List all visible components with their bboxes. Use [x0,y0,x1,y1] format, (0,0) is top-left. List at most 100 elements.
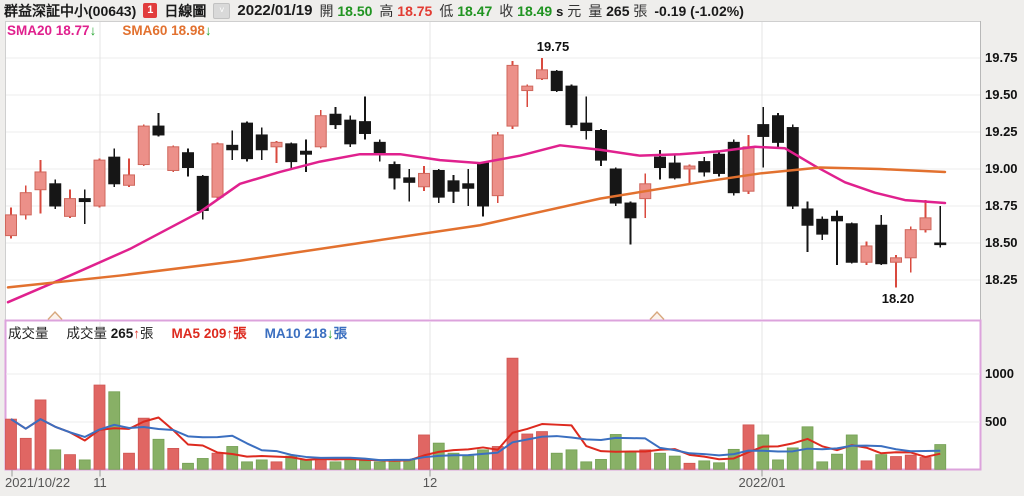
date-axis-label: 2022/01 [738,475,786,490]
candle-body [34,171,47,191]
date-axis-label: 12 [422,475,438,490]
candle-body [536,69,548,80]
volume-bar [580,461,593,470]
price-annotation: 19.75 [536,39,570,54]
price-axis-label: 19.00 [985,161,1018,176]
volume-trend-arrow-icon: ↑ [133,326,141,341]
candle-body [786,127,799,207]
volume-bar [934,444,947,470]
candle-body [727,141,740,194]
volume-bar [816,461,829,470]
price-axis-label: 19.75 [985,50,1018,65]
candle-body [270,141,283,148]
volume-bar [860,460,873,470]
volume-bar [447,452,460,470]
candle-body [5,214,17,237]
event-marker-icon [47,310,63,320]
volume-bar [595,459,607,470]
candle-body [609,168,622,204]
price-axis-label: 19.25 [985,124,1018,139]
price-axis-label: 19.50 [985,87,1018,102]
volume-bar [491,446,504,470]
volume-bar [285,455,298,470]
volume-bar [565,449,578,470]
candle-body [491,134,504,197]
event-marker-icon [649,310,665,320]
candle-body [447,180,460,192]
sma60-trend-arrow-icon: ↓ [204,23,212,38]
candle-body [300,150,312,155]
candle-body [388,164,401,179]
candle-body [462,183,475,189]
volume-bar [329,461,342,470]
chart-type-dropdown-icon[interactable]: ˅ [213,2,231,19]
sma60-legend: SMA60 18.98↓ [122,23,212,38]
volume-bar [93,384,106,470]
high-value: 18.75 [397,2,433,19]
candle-body [344,119,357,145]
volume-bar [477,449,489,470]
candle-body [211,143,224,198]
volume-bar [152,438,165,470]
low-value: 18.47 [457,2,493,19]
candle-body [595,130,607,161]
candle-body [580,122,593,132]
candle-body [19,192,32,216]
candle-body [241,122,253,160]
open-field: 開 18.50 [319,2,373,19]
candle-body [713,153,725,174]
volume-bar [123,452,135,470]
price-axis-label: 18.50 [985,235,1018,250]
volume-axis-label: 500 [985,414,1007,429]
volume-legend: 成交量 成交量 265↑張 MA5 209↑張 MA10 218↓張 [8,322,347,342]
chart-type-label: 日線圖 [164,2,207,19]
volume-ma5-line [10,416,941,462]
volume-pane-title: 成交量 [8,326,49,341]
volume-bar [462,455,475,470]
price-axis-label: 18.75 [985,198,1018,213]
candle-body [816,218,829,235]
volume-bar [108,391,121,470]
tab-badge: 1 [143,3,158,18]
candle-body [683,165,696,170]
volume-bar [78,459,91,470]
candle-body [373,141,386,155]
price-unit: 元 [567,2,582,19]
candle-body [137,125,150,166]
candle-body [329,113,342,126]
candle-body [226,144,239,151]
volume-bar [639,449,652,470]
candle-body [78,198,91,203]
candle-body [477,162,489,207]
candle-body [432,169,445,198]
volume-bar [698,460,711,470]
date-axis-label: 11 [93,475,107,490]
volume-bar [270,461,283,470]
quote-header: 群益深証中小(00643) 1 日線圖 ˅ 2022/01/19 開 18.50… [4,0,744,21]
candle-body [624,202,637,219]
volume-bar [890,456,902,470]
volume-bar [418,434,430,470]
candle-body [108,156,121,185]
volume-ma10-legend: MA10 218↓張 [264,326,348,341]
candle-body [860,245,873,263]
volume-bar [875,454,888,470]
volume-bar [786,447,799,470]
volume-bar [624,451,637,470]
symbol-title: 群益深証中小(00643) [4,2,137,19]
volume-bar [182,462,194,470]
change-value: -0.19 (-1.02%) [654,2,744,19]
close-field: 收 18.49 s 元 [499,2,582,19]
volume-bar [241,461,253,470]
volume-bar [683,462,696,470]
candle-body [64,198,76,217]
candle-body [801,208,814,226]
candle-body [93,159,106,207]
volume-bar [5,418,17,470]
open-value: 18.50 [337,2,373,19]
price-annotation: 18.20 [881,291,915,306]
candle-body [255,134,268,151]
volume-bar [137,417,150,470]
volume-field: 量 265 張 [588,2,648,19]
